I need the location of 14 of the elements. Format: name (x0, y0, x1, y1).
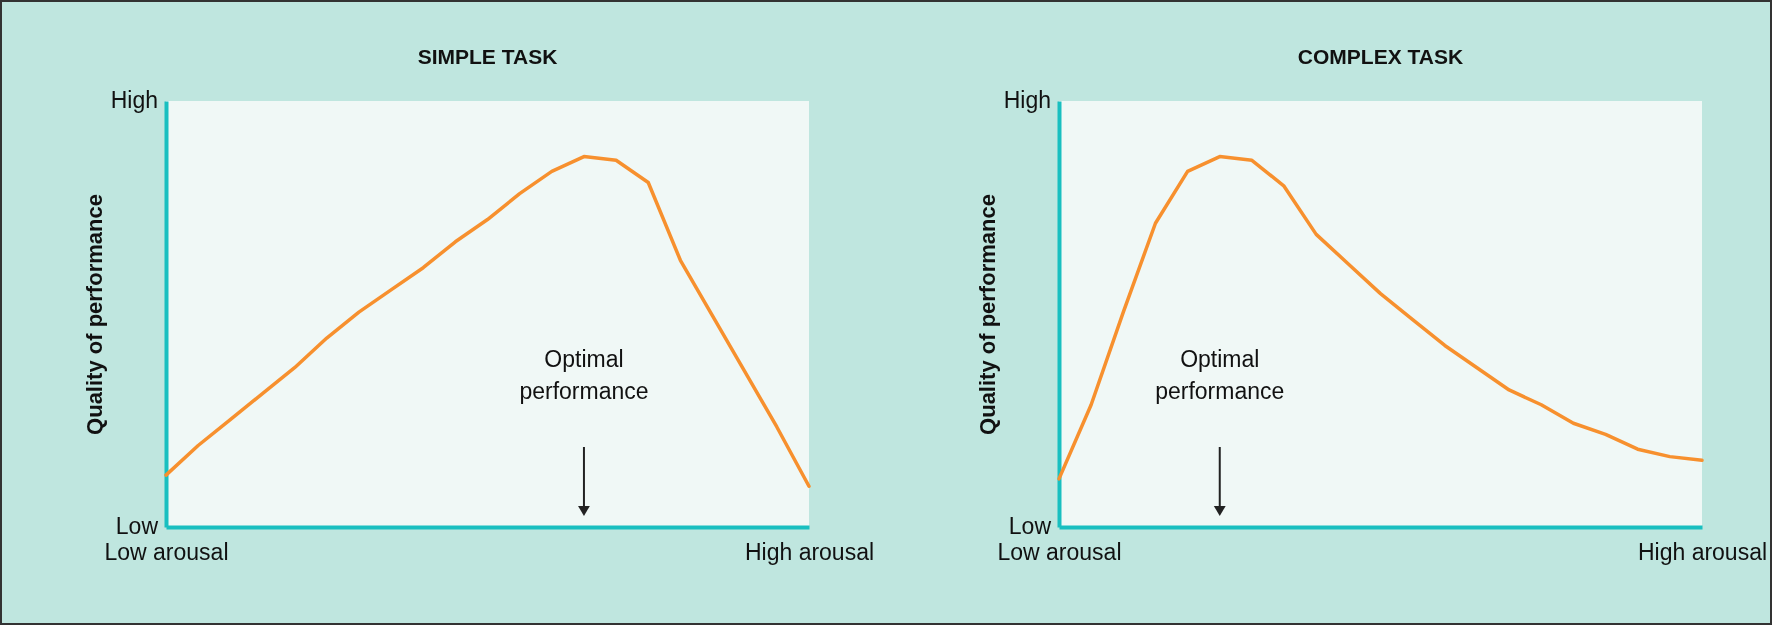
chart-title: SIMPLE TASK (417, 45, 558, 68)
text: High (110, 87, 158, 113)
text: Low (1008, 513, 1052, 539)
x-tick-label: High arousal (744, 538, 875, 565)
x-tick-label: Low arousal (997, 538, 1122, 565)
text: Low (115, 513, 159, 539)
y-axis-title: Quality of performance (974, 194, 1000, 435)
x-tick-label: High arousal (1637, 538, 1768, 565)
y-axis-title: Quality of performance (81, 194, 107, 435)
text: High (1003, 87, 1051, 113)
x-tick-label: Low arousal (104, 538, 229, 565)
annotation: Optimal performance (1155, 346, 1285, 404)
annotation: Optimal performance (519, 346, 649, 404)
chart-title: COMPLEX TASK (1297, 45, 1464, 68)
